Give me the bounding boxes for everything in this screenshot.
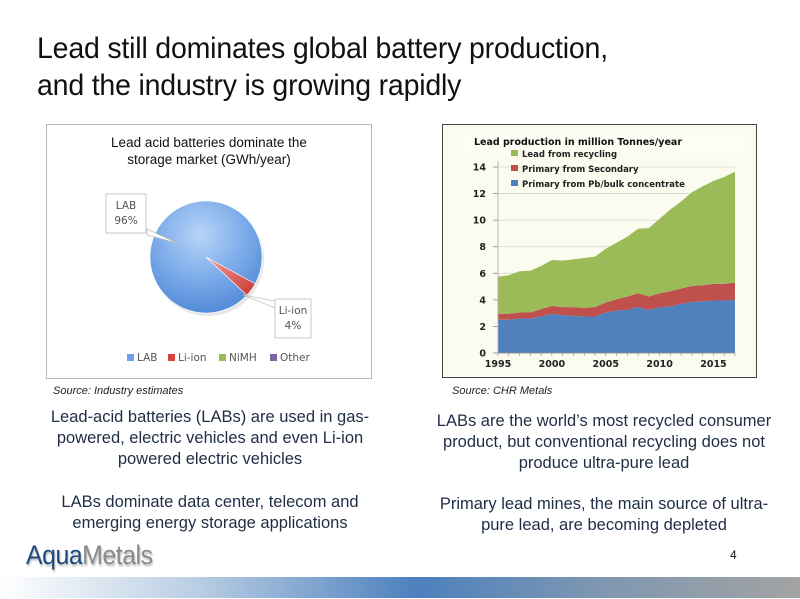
logo-metals: Metals — [82, 540, 153, 570]
pie-label-liion-value: 4% — [285, 320, 302, 332]
right-text-2: Primary lead mines, the main source of u… — [439, 495, 769, 534]
area-chart-title: Lead production in million Tonnes/year — [474, 137, 682, 148]
left-text-1: Lead-acid batteries (LABs) are used in g… — [50, 408, 370, 468]
y-tick-label-4: 4 — [479, 295, 486, 306]
pie-legend-label-other: Other — [280, 352, 310, 364]
pie-label-lab-box — [105, 193, 147, 234]
area-legend-swatch-lead-from-recycling — [511, 150, 518, 156]
pie-label-liion-box — [274, 298, 312, 339]
pie-legend-swatch-nimh — [219, 354, 226, 361]
area-series-primary-from-pb-bulk-concentrate — [498, 299, 735, 353]
pie-legend: LAB Li-ion NiMH Other — [127, 352, 310, 364]
x-tick-label-1995: 1995 — [485, 359, 511, 370]
pie-label-lab-value: 96% — [114, 215, 137, 227]
slide-title: Lead still dominates global battery prod… — [37, 30, 608, 104]
area-legend-label-lead-from-recycling: Lead from recycling — [522, 150, 617, 160]
pie-label-lab-name: LAB — [116, 200, 136, 212]
pie-chart: Lead acid batteries dominate the storage… — [105, 135, 312, 364]
x-tick-label-2015: 2015 — [700, 359, 726, 370]
aquametals-logo: AquaMetals — [26, 540, 153, 571]
x-tick-label-2005: 2005 — [593, 359, 619, 370]
y-tick-label-2: 2 — [479, 322, 486, 333]
area-legend-swatch-primary-from-pb-bulk-concentrate — [511, 180, 518, 186]
y-tick-label-14: 14 — [473, 163, 487, 174]
right-text-1: LABs are the world’s most recycled consu… — [436, 412, 772, 472]
pie-chart-panel: Lead acid batteries dominate the storage… — [46, 124, 372, 379]
y-tick-label-12: 12 — [473, 189, 486, 200]
pie-legend-swatch-other — [270, 354, 277, 361]
area-chart: Lead production in million Tonnes/year 0… — [465, 130, 750, 370]
y-tick-label-0: 0 — [479, 349, 486, 360]
area-legend: Lead from recycling Primary from Secondar… — [511, 150, 685, 190]
page-number: 4 — [730, 548, 737, 562]
y-tick-label-10: 10 — [473, 216, 487, 227]
slide-title-line-2: and the industry is growing rapidly — [37, 69, 462, 102]
pie-legend-swatch-lab — [127, 354, 134, 361]
pie-label-liion-name: Li-ion — [279, 305, 308, 317]
pie-legend-label-lab: LAB — [137, 352, 157, 364]
pie-label-lab-pointer — [146, 228, 178, 244]
pie-title-line-2: storage market (GWh/year) — [127, 152, 291, 167]
pie-slice-lab — [149, 200, 263, 314]
pie-legend-label-nimh: NiMH — [229, 352, 257, 364]
area-chart-panel: Lead production in million Tonnes/year 0… — [442, 124, 757, 378]
left-text-2: LABs dominate data center, telecom and e… — [61, 493, 359, 532]
area-legend-label-primary-from-secondary: Primary from Secondary — [522, 165, 639, 175]
y-tick-label-6: 6 — [479, 269, 486, 280]
x-tick-label-2000: 2000 — [539, 359, 566, 370]
logo-aqua: Aqua — [26, 540, 83, 570]
area-series-lead-from-recycling — [498, 171, 735, 314]
y-tick-label-8: 8 — [479, 242, 486, 253]
pie-label-liion-pointer — [242, 294, 276, 309]
footer-gradient-bar — [0, 577, 800, 598]
pie-legend-swatch-li-ion — [168, 354, 175, 361]
pie-legend-label-li-ion: Li-ion — [178, 352, 207, 364]
area-series-primary-from-secondary — [498, 282, 735, 320]
area-legend-swatch-primary-from-secondary — [511, 165, 518, 171]
pie-slice-li-ion — [205, 256, 256, 296]
x-tick-label-2010: 2010 — [646, 359, 673, 370]
area-legend-label-primary-from-pb-bulk-concentrate: Primary from Pb/bulk concentrate — [522, 180, 685, 190]
slide-title-line-1: Lead still dominates global battery prod… — [37, 32, 608, 65]
right-source-note: Source: CHR Metals — [452, 385, 553, 397]
pie-title-line-1: Lead acid batteries dominate the — [111, 135, 307, 150]
left-source-note: Source: Industry estimates — [53, 385, 184, 397]
